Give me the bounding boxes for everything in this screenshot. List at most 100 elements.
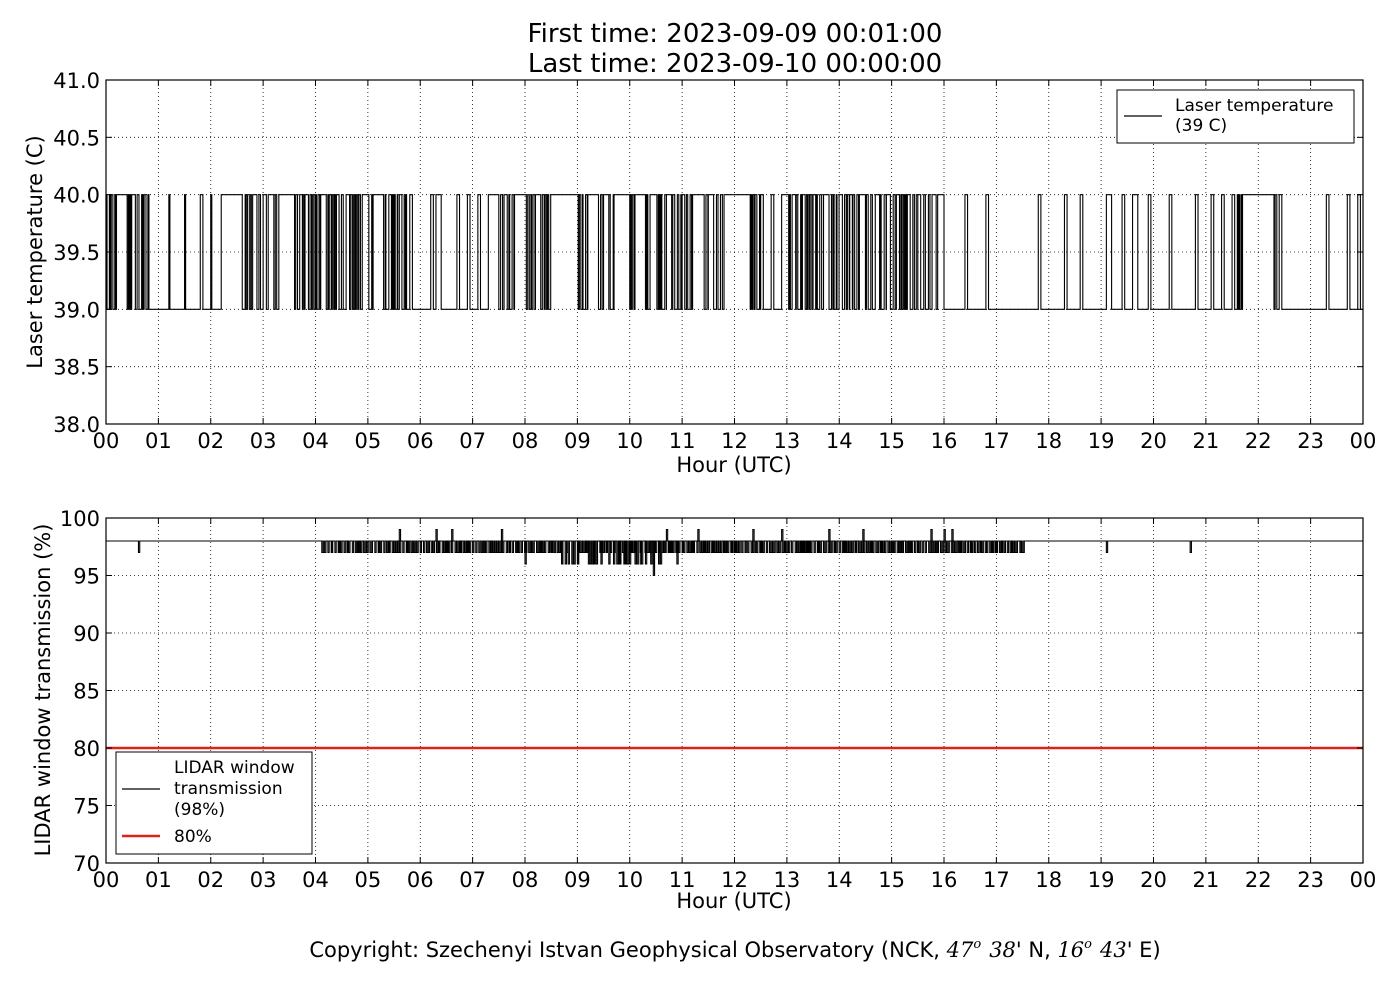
top-x-ticks: 00 01 02 03 04 05 06 07 08 09 10 11 12 13 14 15 16 17 18 19…: [93, 80, 1377, 453]
bottom-x-tick-label: 19: [1088, 868, 1115, 892]
bottom-x-tick-label: 17: [983, 868, 1010, 892]
bottom-legend-label-line3: (98%): [174, 800, 225, 820]
top-legend-label-line1: Laser temperature: [1175, 96, 1333, 116]
copyright-lon-min: 43: [1099, 938, 1127, 962]
top-x-tick-label: 02: [197, 429, 224, 453]
bottom-x-tick-label: 00: [93, 868, 120, 892]
top-x-tick-label: 00: [93, 429, 120, 453]
top-y-ticks: 38.0 38.5 39.0 39.5 40.0 40.5 41.0: [53, 69, 1363, 437]
bottom-x-tick-label: 16: [931, 868, 958, 892]
top-y-tick-label: 40.5: [53, 126, 100, 150]
copyright-lat-deg: 47: [946, 938, 974, 962]
top-x-tick-label: 15: [878, 429, 905, 453]
top-y-tick-label: 38.0: [53, 413, 100, 437]
top-x-tick-label: 13: [774, 429, 801, 453]
bottom-x-tick-label: 00: [1350, 868, 1377, 892]
bottom-legend-label-line1: LIDAR window: [174, 758, 295, 778]
copyright-lat-degree-mark: o: [973, 937, 981, 952]
copyright-lat-suffix: ' N,: [1016, 938, 1058, 962]
bottom-x-tick-label: 02: [197, 868, 224, 892]
top-x-tick-label: 09: [564, 429, 591, 453]
top-x-tick-label: 06: [407, 429, 434, 453]
top-y-tick-label: 41.0: [53, 69, 100, 93]
top-x-tick-label: 14: [826, 429, 853, 453]
top-x-tick-label: 10: [616, 429, 643, 453]
bottom-x-tick-label: 10: [616, 868, 643, 892]
top-legend-label-line2: (39 C): [1175, 116, 1227, 136]
bottom-y-tick-label: 75: [73, 795, 100, 819]
bottom-x-tick-label: 22: [1245, 868, 1272, 892]
bottom-y-tick-label: 100: [60, 507, 100, 531]
top-x-tick-label: 17: [983, 429, 1010, 453]
bottom-x-tick-label: 21: [1193, 868, 1220, 892]
top-x-tick-label: 07: [459, 429, 486, 453]
bottom-x-tick-label: 11: [669, 868, 696, 892]
copyright-lon-suffix: ' E): [1127, 938, 1161, 962]
bottom-y-ticks: 70 75 80 85 90 95 100: [60, 507, 1363, 876]
top-x-tick-label: 04: [302, 429, 329, 453]
bottom-y-tick-label: 85: [73, 680, 100, 704]
top-x-tick-label: 21: [1193, 429, 1220, 453]
laser-temperature-line: [105, 194, 1363, 310]
top-x-tick-label: 05: [355, 429, 382, 453]
top-y-tick-label: 38.5: [53, 356, 100, 380]
bottom-x-tick-label: 06: [407, 868, 434, 892]
bottom-grid: [106, 518, 1363, 863]
copyright-lon-deg: 16: [1057, 938, 1084, 962]
bottom-x-tick-label: 07: [459, 868, 486, 892]
first-time-title: First time: 2023-09-09 00:01:00: [528, 19, 943, 49]
bottom-legend-label-line2: transmission: [174, 779, 283, 799]
top-y-tick-label: 40.0: [53, 184, 100, 208]
bottom-x-ticks: 00 01 02 03 04 05 06 07 08 09 10 11 12 13 14 15 16 17 18 19…: [93, 518, 1377, 892]
copyright: Copyright: Szechenyi Istvan Geophysical …: [309, 937, 1160, 962]
laser-temperature-series: [105, 194, 1363, 310]
bottom-x-tick-label: 18: [1035, 868, 1062, 892]
top-y-axis-label: Laser temperature (C): [23, 135, 47, 368]
top-x-tick-label: 08: [512, 429, 539, 453]
top-x-tick-label: 11: [669, 429, 696, 453]
bottom-y-tick-label: 90: [73, 622, 100, 646]
copyright-prefix: Copyright: Szechenyi Istvan Geophysical …: [309, 938, 946, 962]
lidar-transmission-chart: 00 01 02 03 04 05 06 07 08 09 10 11 12 13 14 15 16 17 18 19…: [31, 507, 1376, 913]
top-x-tick-label: 16: [931, 429, 958, 453]
bottom-y-axis-label: LIDAR window transmission (%): [31, 524, 55, 857]
top-x-tick-label: 03: [250, 429, 277, 453]
bottom-x-tick-label: 15: [878, 868, 905, 892]
top-x-tick-label: 22: [1245, 429, 1272, 453]
copyright-lat-min: 38: [989, 938, 1016, 962]
bottom-x-tick-label: 23: [1297, 868, 1324, 892]
top-x-tick-label: 00: [1350, 429, 1377, 453]
top-y-tick-label: 39.0: [53, 298, 100, 322]
bottom-x-tick-label: 03: [250, 868, 277, 892]
lidar-transmission-line: [106, 528, 1363, 577]
bottom-legend: LIDAR window transmission (98%) 80%: [115, 751, 313, 855]
bottom-x-tick-label: 04: [302, 868, 329, 892]
top-x-tick-label: 23: [1297, 429, 1324, 453]
top-legend: Laser temperature (39 C): [1116, 89, 1355, 144]
bottom-y-tick-label: 80: [73, 737, 100, 761]
bottom-x-tick-label: 20: [1140, 868, 1167, 892]
top-x-tick-label: 19: [1088, 429, 1115, 453]
top-y-tick-label: 39.5: [53, 241, 100, 265]
bottom-x-tick-label: 01: [145, 868, 172, 892]
top-x-tick-label: 18: [1035, 429, 1062, 453]
top-x-tick-label: 12: [721, 429, 748, 453]
bottom-x-tick-label: 08: [512, 868, 539, 892]
last-time-title: Last time: 2023-09-10 00:00:00: [528, 49, 942, 79]
bottom-x-tick-label: 14: [826, 868, 853, 892]
lidar-transmission-series: [106, 528, 1363, 577]
top-x-axis-label: Hour (UTC): [676, 453, 791, 477]
laser-temperature-chart: 00 01 02 03 04 05 06 07 08 09 10 11 12 13 14 15 16 17 18 19…: [23, 69, 1376, 477]
bottom-x-tick-label: 05: [355, 868, 382, 892]
bottom-x-tick-label: 13: [774, 868, 801, 892]
bottom-y-tick-label: 95: [73, 565, 100, 589]
bottom-legend-label-80: 80%: [174, 827, 212, 847]
copyright-lon-degree-mark: o: [1084, 937, 1092, 952]
bottom-y-tick-label: 70: [73, 852, 100, 876]
top-x-tick-label: 20: [1140, 429, 1167, 453]
top-x-tick-label: 01: [145, 429, 172, 453]
bottom-x-tick-label: 09: [564, 868, 591, 892]
bottom-x-tick-label: 12: [721, 868, 748, 892]
bottom-x-axis-label: Hour (UTC): [676, 889, 791, 913]
